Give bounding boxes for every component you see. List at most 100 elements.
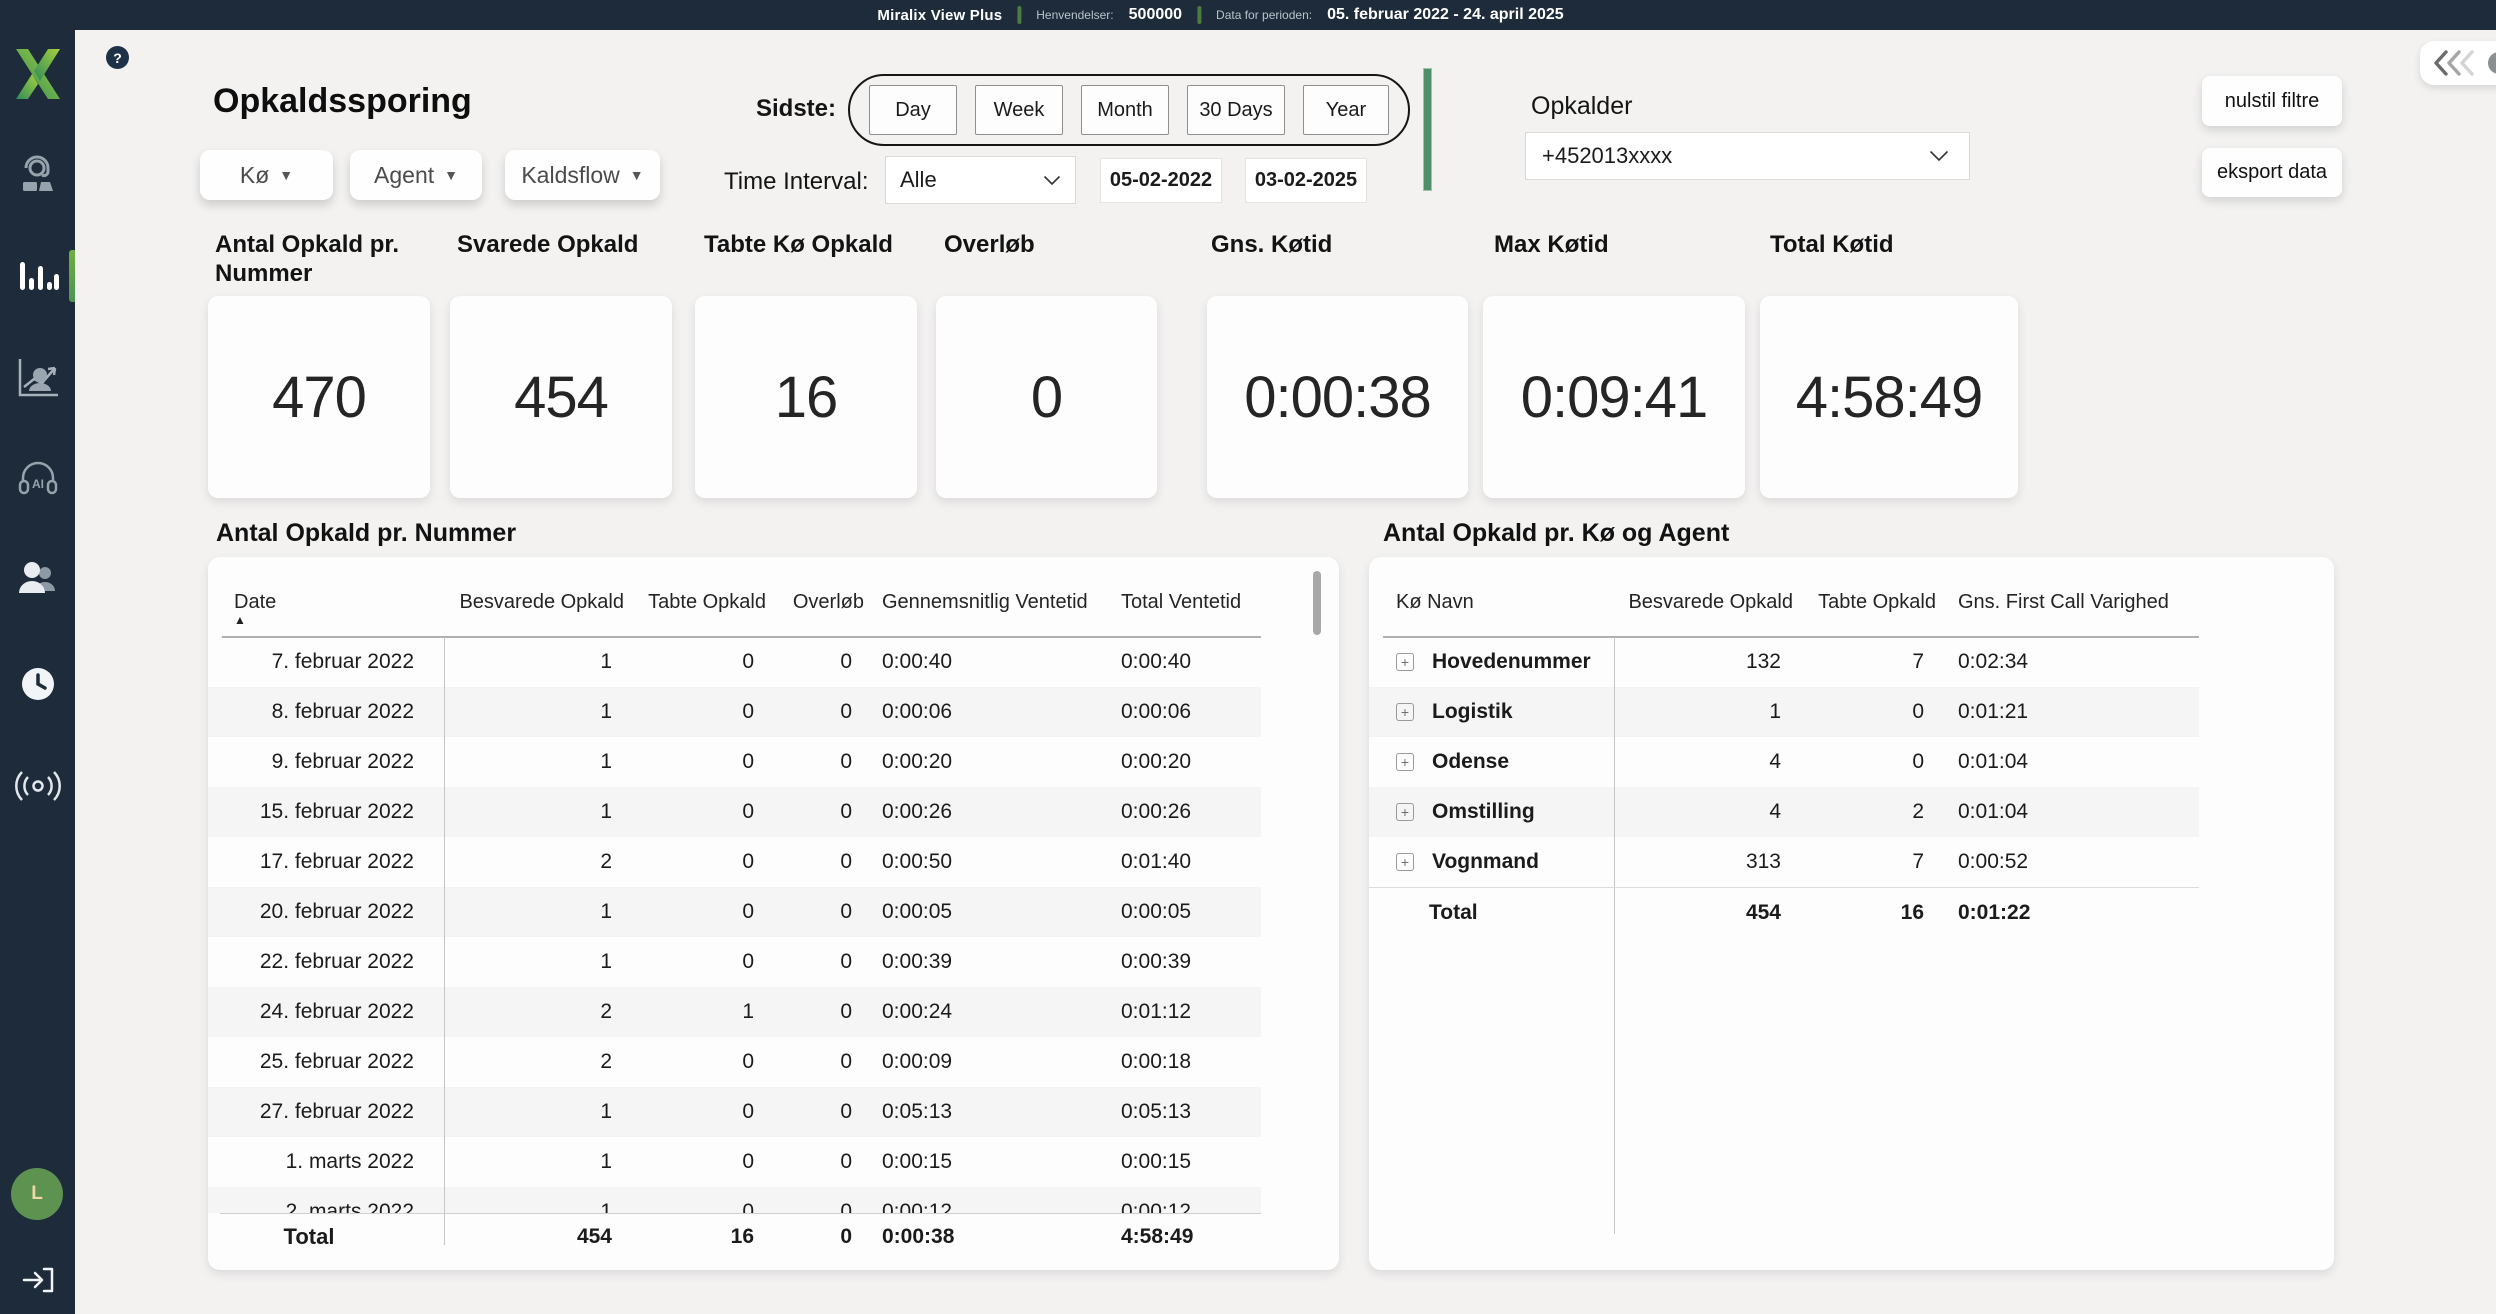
- date-to-input[interactable]: 03-02-2025: [1245, 158, 1367, 203]
- table-row[interactable]: 20. februar 20221000:00:050:00:05: [208, 887, 1261, 937]
- table-scrollbar[interactable]: [1313, 571, 1321, 635]
- table-row[interactable]: 9. februar 20221000:00:200:00:20: [208, 737, 1261, 787]
- callflow-filter-label: Kaldsflow: [521, 162, 619, 189]
- clock-icon[interactable]: [2486, 50, 2496, 76]
- cell-besvarede: 132: [1614, 650, 1793, 674]
- kpi-card-total-kotid[interactable]: 4:58:49: [1760, 296, 2018, 498]
- cell-tabte: 0: [624, 700, 766, 724]
- range-30days-button[interactable]: 30 Days: [1187, 85, 1285, 135]
- cell-besvarede: 1: [444, 700, 624, 724]
- table-row[interactable]: +Omstilling 4 2 0:01:04: [1369, 787, 2199, 837]
- ai-assistant-icon[interactable]: AI: [15, 456, 61, 500]
- date-from-input[interactable]: 05-02-2022: [1100, 158, 1222, 203]
- column-header-besvarede[interactable]: Besvarede Opkald: [444, 591, 624, 614]
- range-button-group: Day Week Month 30 Days Year: [848, 74, 1410, 146]
- cell-date: 25. februar 2022: [208, 1050, 444, 1074]
- queue-name: Odense: [1432, 750, 1509, 774]
- live-broadcast-icon[interactable]: [15, 764, 61, 808]
- table-body: +Hovedenummer 132 7 0:02:34 +Logistik 1 …: [1369, 637, 2199, 887]
- users-icon[interactable]: [15, 557, 61, 601]
- logout-icon[interactable]: [22, 1265, 54, 1295]
- cell-besvarede: 2: [444, 850, 624, 874]
- miralix-logo[interactable]: [10, 43, 66, 105]
- table-row[interactable]: +Odense 4 0 0:01:04: [1369, 737, 2199, 787]
- total-tabte: 16: [624, 1225, 766, 1249]
- table-row[interactable]: 1. marts 20221000:00:150:00:15: [208, 1137, 1261, 1187]
- expand-icon[interactable]: +: [1396, 803, 1414, 821]
- callflow-filter-button[interactable]: Kaldsflow ▼: [505, 150, 660, 200]
- statistics-icon[interactable]: [16, 252, 60, 296]
- cell-besvarede: 1: [444, 650, 624, 674]
- table-row[interactable]: +Hovedenummer 132 7 0:02:34: [1369, 637, 2199, 687]
- performance-icon[interactable]: [15, 355, 61, 399]
- cell-total: 0:00:26: [1121, 800, 1261, 824]
- column-header-besvarede[interactable]: Besvarede Opkald: [1614, 591, 1793, 614]
- topbar-divider: [1017, 6, 1021, 24]
- cell-besvarede: 4: [1614, 750, 1793, 774]
- column-header-overlob[interactable]: Overløb: [766, 591, 864, 614]
- cell-gns: 0:02:34: [1936, 650, 2199, 674]
- table-row[interactable]: 25. februar 20222000:00:090:00:18: [208, 1037, 1261, 1087]
- expand-icon[interactable]: +: [1396, 753, 1414, 771]
- time-interval-label: Time Interval:: [724, 168, 868, 196]
- kpi-value: 454: [514, 364, 608, 431]
- table-row[interactable]: 24. februar 20222100:00:240:01:12: [208, 987, 1261, 1037]
- table-row[interactable]: 15. februar 20221000:00:260:00:26: [208, 787, 1261, 837]
- table-row-partial[interactable]: 2. marts 20221000:00:120:00:12: [208, 1187, 1261, 1213]
- queue-filter-button[interactable]: Kø ▼: [200, 150, 333, 200]
- table-row[interactable]: 22. februar 20221000:00:390:00:39: [208, 937, 1261, 987]
- cell-total: 0:00:39: [1121, 950, 1261, 974]
- total-overlob: 0: [766, 1225, 864, 1249]
- sidste-label: Sidste:: [756, 95, 836, 123]
- range-day-button[interactable]: Day: [869, 85, 957, 135]
- total-gns: 0:00:38: [864, 1225, 1121, 1249]
- chevron-down-icon: ▼: [630, 167, 644, 183]
- caller-select[interactable]: +452013xxxx: [1525, 132, 1970, 180]
- sort-ascending-icon[interactable]: ▲: [234, 613, 246, 627]
- cell-besvarede: 4: [1614, 800, 1793, 824]
- collapse-chevrons-icon[interactable]: [2432, 50, 2478, 76]
- table-row[interactable]: 27. februar 20221000:05:130:05:13: [208, 1087, 1261, 1137]
- expand-icon[interactable]: +: [1396, 653, 1414, 671]
- column-header-tabte[interactable]: Tabte Opkald: [1793, 591, 1936, 614]
- table-row[interactable]: 17. februar 20222000:00:500:01:40: [208, 837, 1261, 887]
- kpi-card-gns-kotid[interactable]: 0:00:38: [1207, 296, 1468, 498]
- queue-name: Hovedenummer: [1432, 650, 1591, 674]
- column-header-ko-navn[interactable]: Kø Navn: [1369, 591, 1614, 614]
- kpi-card-svarede[interactable]: 454: [450, 296, 672, 498]
- range-month-button[interactable]: Month: [1081, 85, 1169, 135]
- cell-total: 0:01:40: [1121, 850, 1261, 874]
- cell-tabte: 0: [624, 1150, 766, 1174]
- help-button[interactable]: ?: [106, 46, 129, 69]
- expand-icon[interactable]: +: [1396, 853, 1414, 871]
- cell-overlob: 0: [766, 1100, 864, 1124]
- interval-select[interactable]: Alle: [885, 156, 1076, 204]
- avatar[interactable]: L: [11, 1168, 63, 1220]
- column-header-tabte[interactable]: Tabte Opkald: [624, 591, 766, 614]
- kpi-card-max-kotid[interactable]: 0:09:41: [1483, 296, 1745, 498]
- kpi-card-overlob[interactable]: 0: [936, 296, 1157, 498]
- kpi-card-antal-opkald[interactable]: 470: [208, 296, 430, 498]
- table-row[interactable]: 7. februar 20221000:00:400:00:40: [208, 637, 1261, 687]
- expand-icon[interactable]: +: [1396, 703, 1414, 721]
- kpi-card-tabte[interactable]: 16: [695, 296, 917, 498]
- table-row[interactable]: 8. februar 20221000:00:060:00:06: [208, 687, 1261, 737]
- table-header-row: Date Besvarede Opkald Tabte Opkald Overl…: [208, 587, 1261, 637]
- agent-filter-button[interactable]: Agent ▼: [350, 150, 482, 200]
- cell-tabte: 0: [624, 650, 766, 674]
- column-header-date[interactable]: Date: [208, 591, 444, 614]
- range-week-button[interactable]: Week: [975, 85, 1063, 135]
- column-header-gns-ventetid[interactable]: Gennemsnitlig Ventetid: [864, 591, 1121, 614]
- export-data-button[interactable]: eksport data: [2202, 148, 2342, 197]
- table-row[interactable]: +Vognmand 313 7 0:00:52: [1369, 837, 2199, 887]
- column-header-total-ventetid[interactable]: Total Ventetid: [1121, 591, 1261, 614]
- reset-filters-button[interactable]: nulstil filtre: [2202, 76, 2342, 126]
- history-clock-icon[interactable]: [16, 662, 60, 706]
- table-row[interactable]: +Logistik 1 0 0:01:21: [1369, 687, 2199, 737]
- range-year-button[interactable]: Year: [1303, 85, 1389, 135]
- column-header-gns-first-call[interactable]: Gns. First Call Varighed: [1936, 591, 2199, 614]
- cell-date: 17. februar 2022: [208, 850, 444, 874]
- panel-controls: [2420, 41, 2496, 85]
- queue-filter-label: Kø: [240, 162, 269, 189]
- agent-dashboard-icon[interactable]: [15, 155, 61, 199]
